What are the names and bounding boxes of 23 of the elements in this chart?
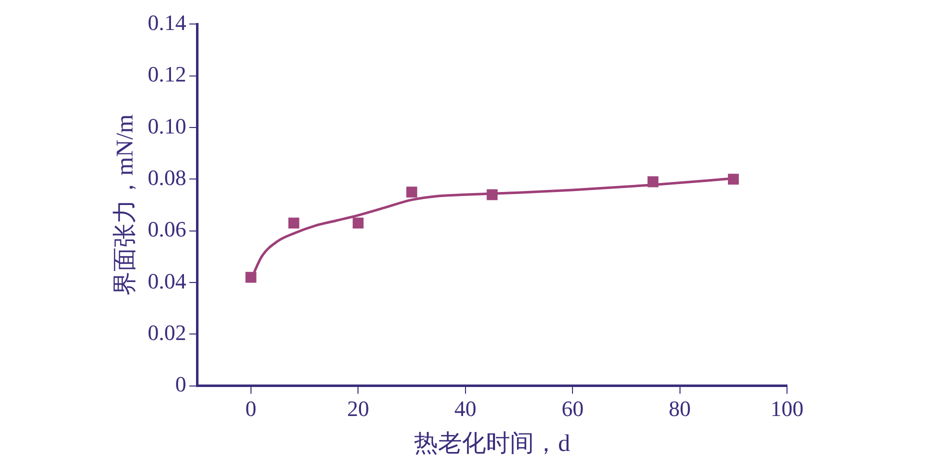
x-tick-label: 40 [454,396,476,421]
x-axis-title: 热老化时间，d [414,430,570,457]
point [245,272,256,283]
x-tick-label: 100 [770,396,804,421]
point [406,186,418,198]
y-axis-title: 界面张力，mN/m [112,114,139,296]
y-tick-label: 0.08 [148,164,186,190]
x-tick-label: 80 [668,396,691,421]
point [352,218,364,229]
y-tick-label: 0.10 [148,113,186,138]
y-tick-label: 0.04 [148,268,186,294]
point [728,174,739,185]
point [288,218,300,229]
y-tick-label: 0.12 [148,62,186,87]
y-tick-label: 0.02 [148,320,186,345]
point [486,189,498,200]
x-tick-label: 20 [347,396,370,421]
y-tick-label: 0.14 [148,10,186,35]
y-tick-label: 0.06 [148,216,186,242]
x-tick-label: 60 [562,396,584,421]
y-tick-label: 0 [175,372,186,397]
x-tick-label: 0 [245,396,256,421]
point [648,176,658,188]
